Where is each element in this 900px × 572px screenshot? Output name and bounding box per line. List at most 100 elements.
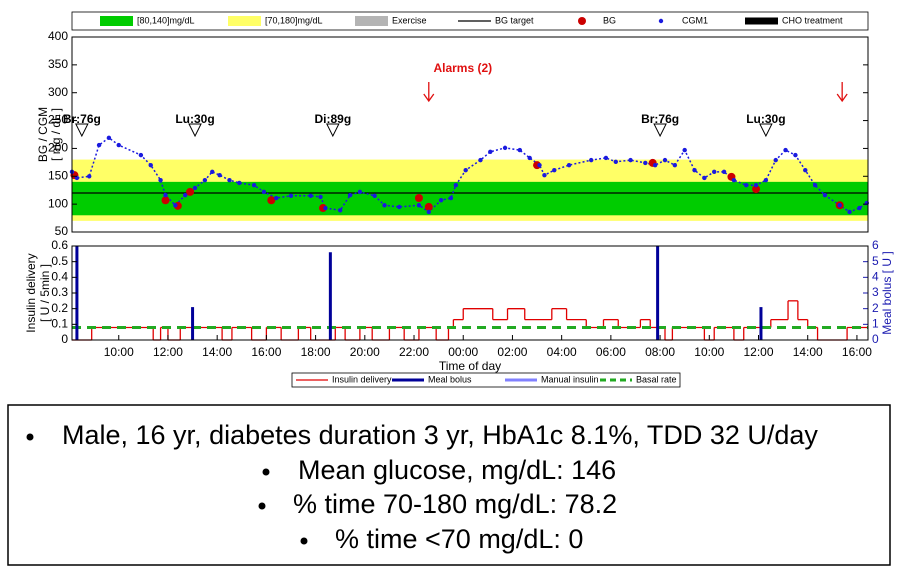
y2-tick-label: 5: [872, 254, 879, 268]
meal-annotation: Lu:30g: [175, 112, 214, 126]
cgm-point: [552, 167, 557, 173]
alarm-arrow: [423, 82, 435, 103]
y-axis-label: Insulin delivery: [24, 253, 38, 332]
y-axis-label: [ U / 5min ]: [38, 264, 52, 322]
legend-label: Manual insulin: [541, 374, 599, 384]
legend-label: BG: [603, 15, 616, 25]
alarm-arrow: [836, 82, 848, 103]
cgm-point: [182, 193, 188, 198]
bg-point: [424, 202, 433, 211]
y-tick-label: 200: [48, 141, 68, 155]
summary-line: % time <70 mg/dL: 0: [335, 524, 583, 554]
bullet: [300, 537, 308, 545]
cgm-point: [192, 185, 198, 191]
y-tick-label: 0.6: [51, 238, 68, 252]
cgm-point: [652, 162, 658, 168]
legend-label: CGM1: [682, 15, 708, 25]
legend-swatch: [745, 17, 778, 25]
cgm-point: [382, 203, 387, 208]
cgm-point: [274, 195, 279, 201]
x-tick-label: 14:00: [202, 345, 232, 359]
y-tick-label: 150: [48, 168, 68, 182]
cgm-point: [857, 205, 862, 211]
y-tick-label: 0: [61, 332, 68, 346]
cgm-point: [251, 183, 257, 188]
x-tick-label: 22:00: [399, 345, 429, 359]
cgm-point: [217, 172, 222, 178]
cgm-point: [643, 160, 648, 166]
y-axis-label: [ mg / dL ]: [49, 108, 63, 161]
cgm-point: [721, 169, 727, 175]
cgm-point: [517, 147, 523, 153]
cgm-point: [426, 209, 431, 215]
y-tick-label: 0.3: [51, 285, 68, 299]
y2-tick-label: 3: [872, 285, 879, 299]
cgm-point: [448, 195, 454, 201]
x-tick-label: 18:00: [301, 345, 331, 359]
cgm-point: [488, 149, 493, 154]
x-tick-label: 12:00: [743, 345, 773, 359]
y2-tick-label: 4: [872, 270, 879, 284]
cgm-point: [628, 157, 633, 163]
x-tick-label: 16:00: [251, 345, 281, 359]
bullet: [26, 433, 34, 441]
cgm-point: [731, 177, 737, 183]
y-tick-label: 100: [48, 196, 68, 210]
meal-marker: [759, 123, 773, 138]
x-tick-label: 08:00: [645, 345, 675, 359]
legend-swatch: [228, 16, 261, 26]
legend-label: CHO treatment: [782, 15, 843, 25]
meal-marker: [653, 123, 667, 138]
meal-marker: [326, 123, 340, 138]
legend-label: Meal bolus: [428, 374, 472, 384]
summary-line: Male, 16 yr, diabetes duration 3 yr, HbA…: [62, 420, 818, 450]
cgm-point: [318, 194, 323, 200]
bg-point: [752, 185, 761, 194]
cgm-point: [138, 152, 144, 158]
cgm-point: [237, 180, 242, 186]
y2-axis-label: Meal bolus [ U ]: [880, 251, 894, 334]
legend-label: BG target: [495, 15, 534, 25]
y2-tick-label: 0: [872, 332, 879, 346]
cgm-point: [837, 203, 842, 208]
cgm-point: [323, 205, 328, 211]
cgm-point: [463, 167, 468, 173]
cgm-point: [96, 142, 102, 148]
legend-label: [70,180]mg/dL: [265, 15, 323, 25]
x-tick-label: 04:00: [547, 345, 577, 359]
plot-frame: [71, 245, 869, 341]
y-tick-label: 0.4: [51, 270, 68, 284]
x-axis-label: Time of day: [439, 359, 501, 373]
bullet: [258, 502, 266, 510]
x-tick-label: 12:00: [153, 345, 183, 359]
x-tick-label: 00:00: [448, 345, 478, 359]
x-tick-label: 10:00: [694, 345, 724, 359]
x-tick-label: 14:00: [793, 345, 823, 359]
cgm-point: [397, 204, 402, 210]
cgm-point: [308, 193, 313, 198]
legend-box: [291, 372, 681, 388]
alarm-label: Alarms (2): [433, 61, 492, 75]
cgm-point: [822, 193, 828, 198]
meal-marker: [75, 123, 89, 138]
cgm-point: [106, 135, 112, 141]
y-axis-label: BG / CGM: [36, 107, 50, 162]
legend-label: [80,140]mg/dL: [137, 15, 195, 25]
cgm-point: [793, 152, 798, 158]
y-tick-label: 250: [48, 113, 68, 127]
legend-swatch: [355, 16, 388, 26]
cgm-point: [173, 203, 178, 208]
cgm-point: [613, 159, 618, 164]
y-tick-label: 300: [48, 85, 68, 99]
cgm-point: [347, 193, 353, 198]
summary-line: Mean glucose, mg/dL: 146: [298, 455, 616, 485]
y2-tick-label: 2: [872, 301, 879, 315]
x-tick-label: 02:00: [497, 345, 527, 359]
y-tick-label: 350: [48, 57, 68, 71]
x-tick-label: 20:00: [350, 345, 380, 359]
legend-swatch: [578, 17, 586, 25]
cgm-point: [672, 162, 678, 168]
y-tick-label: 0.5: [51, 254, 68, 268]
cgm-point: [502, 145, 508, 151]
